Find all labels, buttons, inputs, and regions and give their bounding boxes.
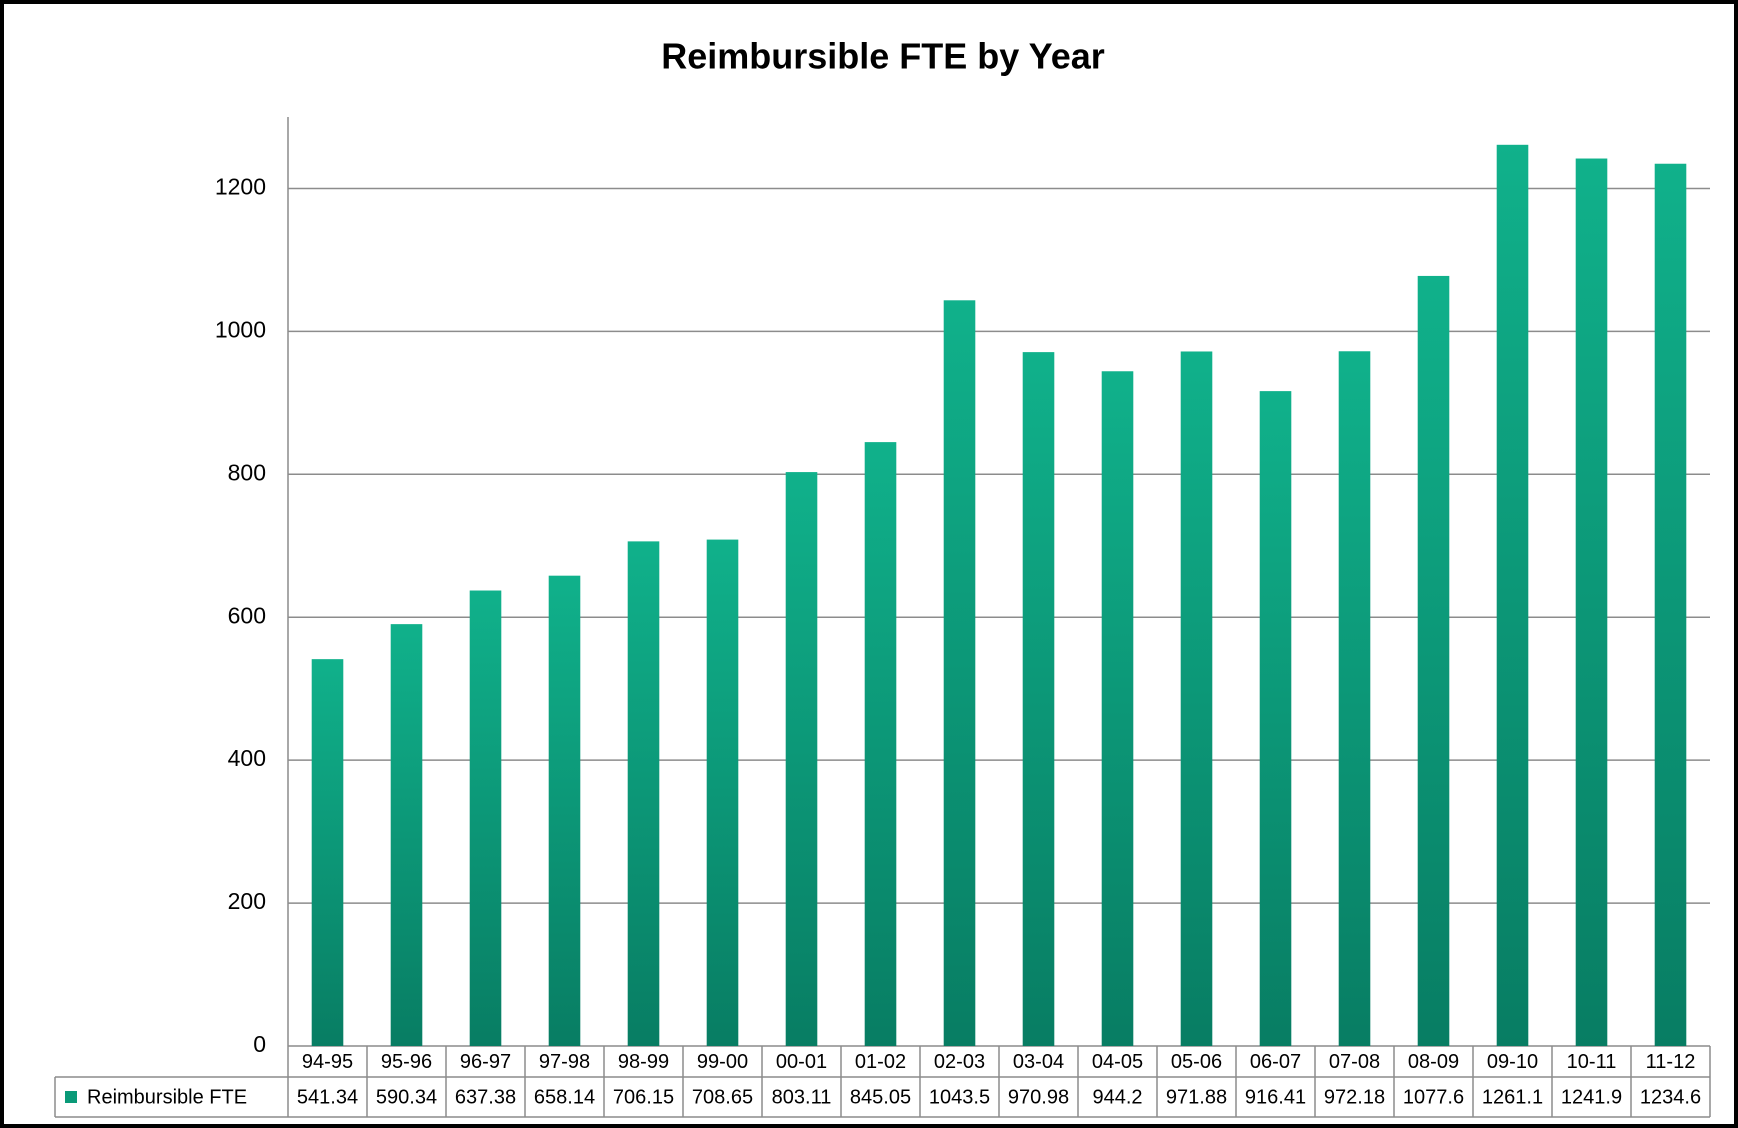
y-tick-label: 800	[228, 459, 266, 485]
x-tick-label: 02-03	[934, 1051, 985, 1073]
y-tick-label: 400	[228, 745, 266, 771]
x-tick-label: 94-95	[302, 1051, 353, 1073]
bar	[1496, 144, 1529, 1047]
bar	[785, 472, 818, 1047]
bar	[311, 659, 344, 1046]
table-value: 916.41	[1245, 1086, 1306, 1108]
x-tick-label: 05-06	[1171, 1051, 1222, 1073]
table-value: 1261.1	[1482, 1086, 1543, 1108]
bar	[1417, 275, 1450, 1047]
x-tick-label: 10-11	[1567, 1051, 1617, 1073]
legend-swatch	[65, 1091, 77, 1103]
x-tick-label: 09-10	[1487, 1051, 1538, 1073]
x-tick-label: 03-04	[1013, 1051, 1064, 1073]
table-value: 971.88	[1166, 1086, 1227, 1108]
bar	[1654, 163, 1687, 1046]
x-tick-label: 07-08	[1329, 1051, 1380, 1073]
x-tick-label: 98-99	[618, 1051, 669, 1073]
bar	[1101, 371, 1134, 1047]
x-tick-label: 00-01	[776, 1051, 827, 1073]
bar	[706, 539, 739, 1046]
bar	[469, 590, 502, 1046]
table-value: 1043.5	[929, 1086, 990, 1108]
y-tick-label: 1000	[215, 316, 266, 342]
x-tick-label: 06-07	[1250, 1051, 1301, 1073]
x-tick-label: 96-97	[460, 1051, 511, 1073]
bar	[1259, 391, 1292, 1046]
table-value: 708.65	[692, 1086, 753, 1108]
x-tick-label: 01-02	[855, 1051, 906, 1073]
bar	[390, 624, 423, 1046]
table-value: 658.14	[534, 1086, 595, 1108]
bar	[1022, 352, 1055, 1046]
table-value: 637.38	[455, 1086, 516, 1108]
table-value: 944.2	[1092, 1086, 1142, 1108]
y-tick-label: 600	[228, 602, 266, 628]
x-tick-label: 97-98	[539, 1051, 590, 1073]
table-value: 972.18	[1324, 1086, 1385, 1108]
bar	[1180, 351, 1213, 1046]
bar	[1575, 158, 1608, 1046]
table-value: 590.34	[376, 1086, 437, 1108]
table-value: 1234.6	[1640, 1086, 1701, 1108]
bar	[548, 575, 581, 1046]
bar	[1338, 351, 1371, 1046]
table-value: 803.11	[772, 1086, 832, 1108]
table-value: 1077.6	[1403, 1086, 1464, 1108]
y-tick-label: 0	[253, 1031, 266, 1057]
x-tick-label: 08-09	[1408, 1051, 1459, 1073]
x-tick-label: 11-12	[1646, 1051, 1696, 1073]
x-tick-label: 99-00	[697, 1051, 748, 1073]
table-value: 845.05	[850, 1086, 911, 1108]
table-value: 1241.9	[1561, 1086, 1622, 1108]
y-tick-label: 200	[228, 888, 266, 914]
chart-title: Reimbursible FTE by Year	[661, 36, 1105, 77]
bar	[864, 442, 897, 1046]
bar	[943, 300, 976, 1047]
table-value: 541.34	[297, 1086, 358, 1108]
y-tick-label: 1200	[215, 174, 266, 200]
table-value: 970.98	[1008, 1086, 1069, 1108]
legend-label: Reimbursible FTE	[87, 1086, 247, 1108]
bar	[627, 541, 660, 1046]
x-tick-label: 95-96	[381, 1051, 432, 1073]
table-value: 706.15	[613, 1086, 674, 1108]
x-tick-label: 04-05	[1092, 1051, 1143, 1073]
